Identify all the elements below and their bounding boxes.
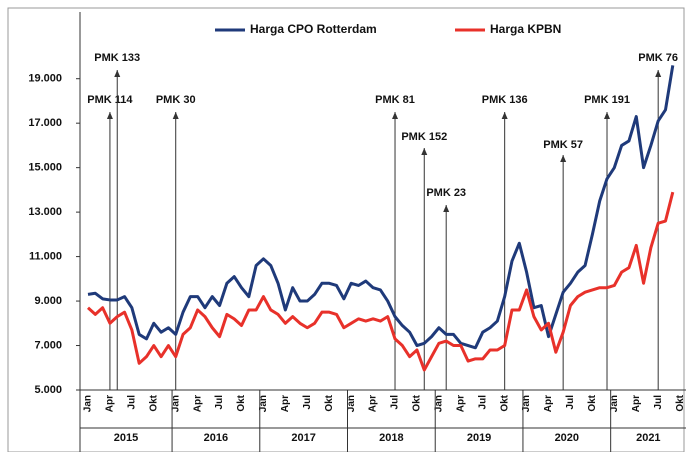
x-tick-label: Apr [280, 395, 291, 412]
x-tick-label: Apr [192, 395, 203, 412]
annotation-arrow [421, 148, 428, 155]
annotation-label: PMK 133 [94, 52, 140, 64]
x-tick-label: Jan [170, 395, 181, 412]
annotation-arrow [443, 205, 450, 212]
x-tick-label: Jan [521, 395, 532, 412]
x-tick-label: Okt [499, 394, 510, 411]
x-tick-label: Jul [653, 395, 664, 410]
x-tick-label: Okt [324, 394, 335, 411]
x-tick-label: Apr [105, 395, 116, 412]
year-label: 2021 [636, 432, 660, 444]
x-tick-label: Okt [675, 394, 686, 411]
x-tick-label: Apr [455, 395, 466, 412]
x-tick-label: Jan [434, 395, 445, 412]
year-label: 2019 [467, 432, 491, 444]
year-label: 2018 [379, 432, 403, 444]
annotation-label: PMK 30 [156, 94, 196, 106]
y-tick-label: 9.000 [34, 295, 62, 307]
annotation-label: PMK 23 [426, 187, 466, 199]
frame [7, 7, 685, 452]
x-tick-label: Apr [368, 395, 379, 412]
annotation-arrow [604, 112, 611, 119]
annotation-label: PMK 81 [375, 94, 415, 106]
annotation-arrow [392, 112, 399, 119]
x-tick-label: Okt [412, 394, 423, 411]
annotation-label: PMK 191 [584, 94, 630, 106]
x-tick-label: Jul [477, 395, 488, 410]
x-tick-label: Jan [609, 395, 620, 412]
legend-text: Harga CPO Rotterdam [250, 22, 377, 36]
x-tick-label: Okt [148, 394, 159, 411]
series-line [87, 65, 675, 350]
x-tick-label: Jan [346, 395, 357, 412]
x-tick-label: Jan [258, 395, 269, 412]
annotation-arrow [501, 112, 508, 119]
y-tick-label: 17.000 [28, 117, 62, 129]
x-tick-label: Jul [214, 395, 225, 410]
legend-text: Harga KPBN [490, 22, 561, 36]
annotation-arrow [655, 70, 662, 77]
x-tick-label: Apr [543, 395, 554, 412]
annotation-label: PMK 76 [638, 52, 678, 64]
x-tick-label: Jan [83, 395, 94, 412]
year-label: 2015 [114, 432, 138, 444]
y-tick-label: 15.000 [28, 162, 62, 174]
year-label: 2016 [204, 432, 228, 444]
x-tick-label: Jul [302, 395, 313, 410]
year-label: 2020 [555, 432, 579, 444]
y-tick-label: 5.000 [34, 384, 62, 396]
annotation-arrow [560, 155, 567, 162]
x-tick-label: Apr [631, 395, 642, 412]
year-label: 2017 [291, 432, 315, 444]
y-tick-label: 13.000 [28, 206, 62, 218]
annotation-label: PMK 152 [401, 131, 447, 143]
annotation-label: PMK 136 [482, 94, 528, 106]
annotation-arrow [114, 70, 121, 77]
x-tick-label: Jul [390, 395, 401, 410]
x-tick-label: Okt [236, 394, 247, 411]
y-tick-label: 11.000 [29, 250, 62, 262]
x-tick-label: Okt [587, 394, 598, 411]
x-tick-label: Jul [127, 395, 138, 410]
y-tick-label: 19.000 [28, 73, 62, 85]
annotation-label: PMK 114 [87, 94, 133, 106]
series-line [86, 191, 675, 372]
y-tick-label: 7.000 [34, 339, 62, 351]
annotation-arrow [106, 112, 113, 119]
annotation-arrow [172, 112, 179, 119]
x-tick-label: Jul [565, 395, 576, 410]
annotation-label: PMK 57 [543, 139, 583, 151]
